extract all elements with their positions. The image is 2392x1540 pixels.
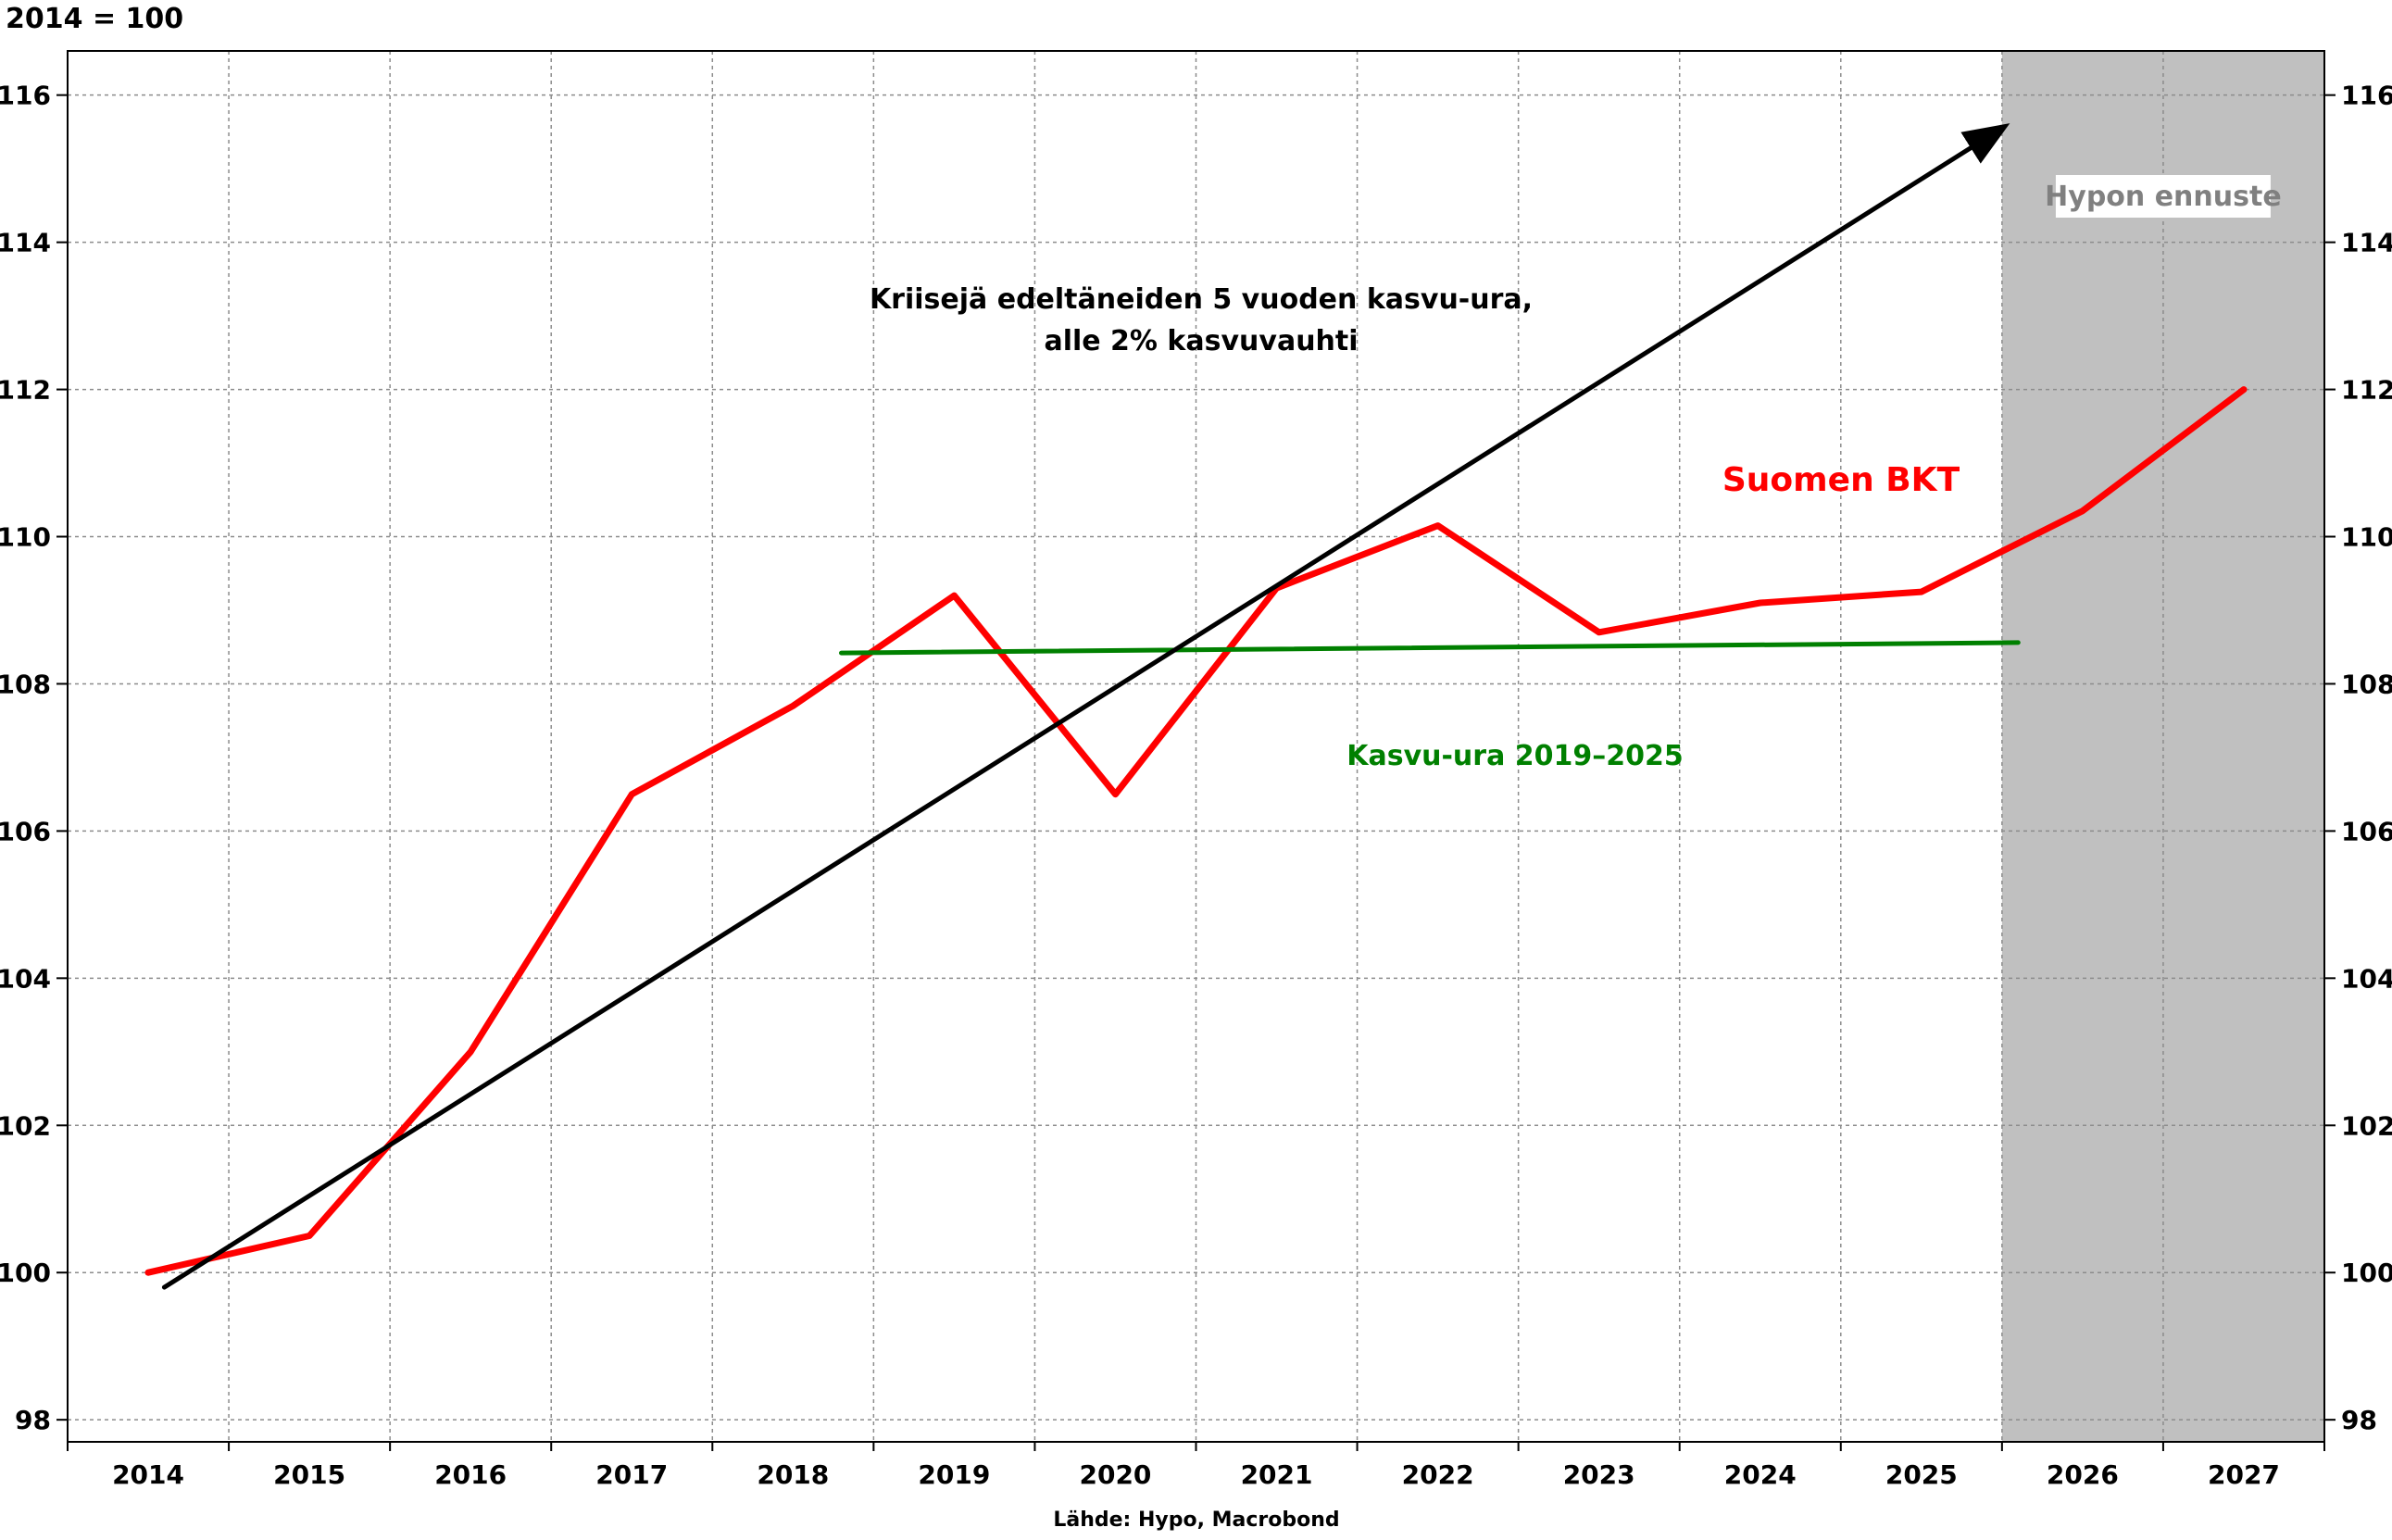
y-tick-label-left: 112 [0, 375, 51, 406]
y-tick-label-left: 114 [0, 228, 51, 258]
y-tick-label-left: 106 [0, 816, 51, 846]
x-tick-label: 2026 [2047, 1459, 2119, 1490]
y-tick-label-left: 102 [0, 1110, 51, 1141]
y-tick-label-right: 102 [2341, 1110, 2392, 1141]
green-trend-annotation: Kasvu-ura 2019–2025 [1346, 740, 1684, 772]
x-tick-label: 2027 [2208, 1459, 2280, 1490]
grid-layer [68, 51, 2324, 1442]
y-tick-label-left: 104 [0, 963, 51, 994]
x-tick-label: 2020 [1079, 1459, 1151, 1490]
y-tick-label-left: 110 [0, 522, 51, 553]
x-tick-label: 2019 [918, 1459, 990, 1490]
source-label: Lähde: Hypo, Macrobond [1053, 1509, 1339, 1532]
x-tick-label: 2018 [757, 1459, 829, 1490]
forecast-label-background [2055, 175, 2271, 218]
unit-label: 2014 = 100 [6, 3, 183, 35]
x-tick-label: 2023 [1563, 1459, 1635, 1490]
y-tick-label-left: 116 [0, 81, 51, 111]
y-tick-label-right: 98 [2341, 1405, 2377, 1435]
x-tick-label: 2025 [1885, 1459, 1958, 1490]
x-tick-label: 2015 [273, 1459, 345, 1490]
series-line-gdp [144, 386, 2248, 1276]
y-tick-label-left: 100 [0, 1258, 51, 1288]
gdp-annotation: Suomen BKT [1722, 461, 1960, 499]
series-line-black-trend [161, 123, 2010, 1290]
y-tick-label-right: 112 [2341, 375, 2392, 406]
y-tick-label-right: 116 [2341, 81, 2392, 111]
x-tick-label: 2017 [595, 1459, 668, 1490]
y-tick-label-right: 104 [2341, 963, 2392, 994]
trend-annotation-line2: alle 2% kasvuvauhti [1044, 325, 1358, 357]
x-tick-label: 2021 [1241, 1459, 1313, 1490]
series-line-green-trend [839, 640, 2021, 656]
y-tick-label-right: 100 [2341, 1258, 2392, 1288]
x-tick-label: 2022 [1402, 1459, 1474, 1490]
trend-annotation-line1: Kriisejä edeltäneiden 5 vuoden kasvu-ura… [870, 283, 1533, 316]
x-tick-label: 2024 [1724, 1459, 1797, 1490]
y-tick-label-right: 110 [2341, 522, 2392, 553]
forecast-label-text: Hypon ennuste [2045, 181, 2282, 213]
y-tick-label-right: 114 [2341, 228, 2392, 258]
x-tick-label: 2014 [112, 1459, 184, 1490]
y-tick-label-right: 106 [2341, 816, 2392, 846]
series-layer [144, 123, 2248, 1290]
axis-layer: 98 98 100 100 102 102 104 104 106 106 108 108 110 110… [0, 81, 2392, 1490]
forecast-label: Hypon ennuste [2045, 175, 2282, 218]
y-tick-label-left: 108 [0, 669, 51, 699]
y-tick-label-right: 108 [2341, 669, 2392, 699]
x-tick-label: 2016 [434, 1459, 507, 1490]
y-tick-label-left: 98 [15, 1405, 51, 1435]
